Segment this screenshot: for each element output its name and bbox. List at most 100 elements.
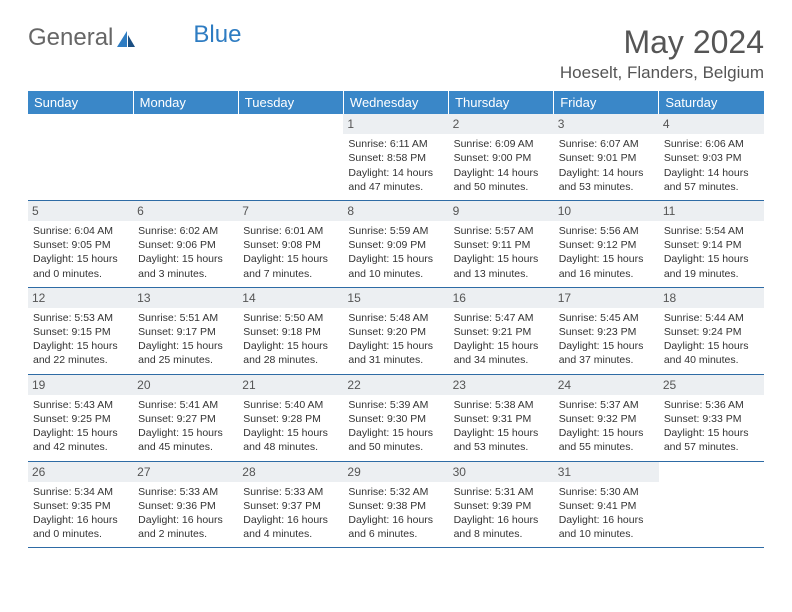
sunrise-text: Sunrise: 5:34 AM [33,485,128,499]
weekday-header: Saturday [659,91,764,114]
calendar-cell: 15Sunrise: 5:48 AMSunset: 9:20 PMDayligh… [343,287,448,374]
calendar-cell: 13Sunrise: 5:51 AMSunset: 9:17 PMDayligh… [133,287,238,374]
weekday-header: Sunday [28,91,133,114]
weekday-header: Wednesday [343,91,448,114]
calendar-cell: 11Sunrise: 5:54 AMSunset: 9:14 PMDayligh… [659,200,764,287]
daylight-text: Daylight: 15 hours and 53 minutes. [454,426,549,454]
daylight-text: Daylight: 14 hours and 50 minutes. [454,166,549,194]
calendar-cell: . [28,114,133,200]
title-block: May 2024 Hoeselt, Flanders, Belgium [560,24,764,83]
logo: General Blue [28,24,241,52]
daylight-text: Daylight: 14 hours and 57 minutes. [664,166,759,194]
calendar-cell: 26 Sunrise: 5:34 AMSunset: 9:35 PMDayligh… [28,461,133,548]
sunset-text: Sunset: 9:37 PM [243,499,338,513]
daylight-text: Daylight: 15 hours and 10 minutes. [348,252,443,280]
calendar-cell: 2Sunrise: 6:09 AMSunset: 9:00 PMDaylight… [449,114,554,200]
day-number: 15 [343,288,448,308]
calendar-page: General Blue May 2024 Hoeselt, Flanders,… [0,0,792,572]
day-number: 27 [133,462,238,482]
sunrise-text: Sunrise: 5:54 AM [664,224,759,238]
sunrise-text: Sunrise: 5:56 AM [559,224,654,238]
daylight-text: Daylight: 15 hours and 57 minutes. [664,426,759,454]
weekday-header: Friday [554,91,659,114]
sunset-text: Sunset: 9:41 PM [559,499,654,513]
daylight-text: Daylight: 15 hours and 45 minutes. [138,426,233,454]
day-number: 4 [659,114,764,134]
calendar-week: 19Sunrise: 5:43 AMSunset: 9:25 PMDayligh… [28,374,764,461]
sunset-text: Sunset: 9:08 PM [243,238,338,252]
sunrise-text: Sunrise: 6:09 AM [454,137,549,151]
weekday-header: Thursday [449,91,554,114]
calendar-body: ...1Sunrise: 6:11 AMSunset: 8:58 PMDayli… [28,114,764,548]
daylight-text: Daylight: 15 hours and 0 minutes. [33,252,128,280]
day-number: 7 [238,201,343,221]
sunrise-text: Sunrise: 5:36 AM [664,398,759,412]
daylight-text: Daylight: 15 hours and 28 minutes. [243,339,338,367]
day-number: 28 [238,462,343,482]
daylight-text: Daylight: 14 hours and 47 minutes. [348,166,443,194]
sunset-text: Sunset: 9:20 PM [348,325,443,339]
sunset-text: Sunset: 9:18 PM [243,325,338,339]
sunset-text: Sunset: 9:05 PM [33,238,128,252]
sunrise-text: Sunrise: 5:44 AM [664,311,759,325]
daylight-text: Daylight: 15 hours and 19 minutes. [664,252,759,280]
sunrise-text: Sunrise: 5:31 AM [454,485,549,499]
calendar-cell: 22Sunrise: 5:39 AMSunset: 9:30 PMDayligh… [343,374,448,461]
calendar-cell: 29Sunrise: 5:32 AMSunset: 9:38 PMDayligh… [343,461,448,548]
sunset-text: Sunset: 9:33 PM [664,412,759,426]
calendar-cell: . [659,461,764,548]
sunrise-text: Sunrise: 5:47 AM [454,311,549,325]
sunset-text: Sunset: 9:28 PM [243,412,338,426]
calendar-cell: 12Sunrise: 5:53 AMSunset: 9:15 PMDayligh… [28,287,133,374]
day-number: 6 [133,201,238,221]
daylight-text: Daylight: 16 hours and 0 minutes. [33,513,128,541]
daylight-text: Daylight: 14 hours and 53 minutes. [559,166,654,194]
sunset-text: Sunset: 9:09 PM [348,238,443,252]
calendar-cell: 20Sunrise: 5:41 AMSunset: 9:27 PMDayligh… [133,374,238,461]
daylight-text: Daylight: 15 hours and 25 minutes. [138,339,233,367]
calendar-cell: 31Sunrise: 5:30 AMSunset: 9:41 PMDayligh… [554,461,659,548]
day-number: 13 [133,288,238,308]
weekday-header: Tuesday [238,91,343,114]
month-title: May 2024 [560,24,764,61]
calendar-cell: 30Sunrise: 5:31 AMSunset: 9:39 PMDayligh… [449,461,554,548]
calendar-cell: 18Sunrise: 5:44 AMSunset: 9:24 PMDayligh… [659,287,764,374]
logo-text-blue: Blue [193,21,241,49]
day-number: 22 [343,375,448,395]
sunrise-text: Sunrise: 5:51 AM [138,311,233,325]
sunset-text: Sunset: 9:36 PM [138,499,233,513]
sunrise-text: Sunrise: 5:38 AM [454,398,549,412]
calendar-cell: 14 Sunrise: 5:50 AMSunset: 9:18 PMDayligh… [238,287,343,374]
calendar-cell: 10Sunrise: 5:56 AMSunset: 9:12 PMDayligh… [554,200,659,287]
sunset-text: Sunset: 9:06 PM [138,238,233,252]
logo-text-general: General [28,24,113,52]
sunrise-text: Sunrise: 6:01 AM [243,224,338,238]
daylight-text: Daylight: 15 hours and 55 minutes. [559,426,654,454]
sunrise-text: Sunrise: 5:40 AM [243,398,338,412]
header: General Blue May 2024 Hoeselt, Flanders,… [28,24,764,83]
sunset-text: Sunset: 9:12 PM [559,238,654,252]
sunrise-text: Sunrise: 5:50 AM [243,311,338,325]
daylight-text: Daylight: 15 hours and 31 minutes. [348,339,443,367]
calendar-cell: 6Sunrise: 6:02 AMSunset: 9:06 PMDaylight… [133,200,238,287]
daylight-text: Daylight: 15 hours and 13 minutes. [454,252,549,280]
day-number: 10 [554,201,659,221]
day-number: 18 [659,288,764,308]
sunrise-text: Sunrise: 5:57 AM [454,224,549,238]
day-number: 16 [449,288,554,308]
day-number: 20 [133,375,238,395]
calendar-cell: 27Sunrise: 5:33 AMSunset: 9:36 PMDayligh… [133,461,238,548]
daylight-text: Daylight: 15 hours and 22 minutes. [33,339,128,367]
day-number: 26 [28,462,133,482]
sunset-text: Sunset: 9:39 PM [454,499,549,513]
weekday-header: Monday [133,91,238,114]
daylight-text: Daylight: 15 hours and 40 minutes. [664,339,759,367]
day-number: 14 [238,288,343,308]
sunset-text: Sunset: 9:35 PM [33,499,128,513]
day-number: 12 [28,288,133,308]
daylight-text: Daylight: 15 hours and 7 minutes. [243,252,338,280]
calendar-cell: 23Sunrise: 5:38 AMSunset: 9:31 PMDayligh… [449,374,554,461]
sunset-text: Sunset: 9:32 PM [559,412,654,426]
sunrise-text: Sunrise: 5:45 AM [559,311,654,325]
daylight-text: Daylight: 16 hours and 4 minutes. [243,513,338,541]
